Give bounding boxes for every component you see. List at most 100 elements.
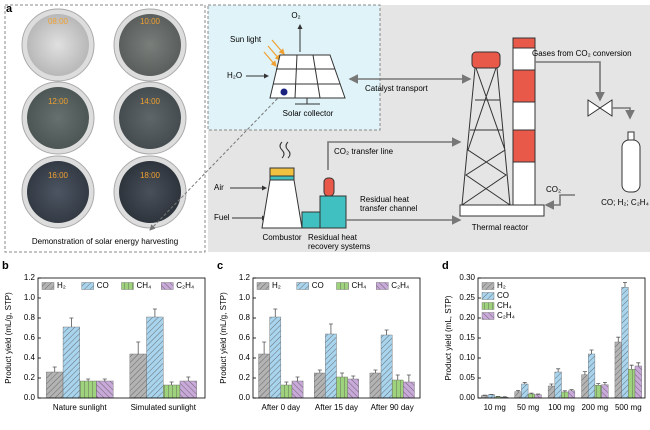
bar — [601, 384, 609, 399]
sun-light: Sun light — [230, 35, 262, 44]
error-bar — [522, 382, 527, 384]
error-bar — [152, 308, 157, 317]
legend-label: CO — [497, 291, 509, 300]
error-bar — [102, 378, 107, 381]
bar — [391, 379, 404, 399]
co2-arrow — [544, 194, 575, 210]
panel-label: c — [217, 260, 223, 272]
x-tick-label: 100 mg — [548, 403, 575, 412]
legend-label: H₂ — [57, 281, 66, 290]
combustor-shape — [261, 141, 347, 229]
x-tick-label: 500 mg — [615, 403, 642, 412]
legend-label: H₂ — [272, 281, 281, 290]
error-bar — [52, 366, 57, 372]
solar-box — [207, 4, 381, 131]
bar — [634, 365, 642, 399]
panel-label: d — [442, 260, 449, 272]
x-tick-label: After 90 day — [371, 403, 414, 412]
bar — [146, 316, 164, 399]
dishes — [21, 8, 187, 229]
legend-swatch — [121, 282, 134, 290]
plot-frame — [252, 277, 421, 399]
legend-swatch — [481, 312, 495, 320]
recovery-line: recovery systems — [308, 242, 370, 251]
channel-line: Residual heat — [360, 195, 410, 204]
error-bar — [284, 381, 289, 385]
co2-line: CO₂ transfer line — [334, 147, 394, 156]
bar — [594, 385, 602, 399]
combustor: Combustor — [262, 233, 301, 242]
x-tick-label: 200 mg — [582, 403, 609, 412]
dish-time: 10:00 — [140, 17, 161, 26]
error-bar — [529, 392, 534, 394]
error-bar — [516, 390, 521, 392]
y-tick-label: 0.4 — [24, 353, 36, 362]
legend-label: CO — [312, 281, 324, 290]
y-tick-label: 0.8 — [24, 313, 36, 322]
bar — [380, 334, 393, 399]
error-bar — [351, 375, 356, 379]
x-tick-label: 50 mg — [517, 403, 539, 412]
tower — [459, 37, 545, 217]
legend-swatch — [336, 282, 349, 290]
plot-frame — [477, 277, 646, 399]
h2o: H₂O — [227, 71, 242, 80]
bar — [280, 384, 293, 399]
dish-time: 18:00 — [140, 171, 161, 180]
legend-swatch — [81, 282, 94, 290]
legend-label: CH₄ — [352, 281, 367, 290]
bar — [369, 372, 382, 399]
air: Air — [214, 183, 224, 192]
error-bar — [273, 308, 278, 317]
bar — [487, 394, 495, 399]
bar — [314, 372, 326, 399]
bar — [403, 381, 415, 399]
bar — [581, 374, 589, 399]
dish-time: 08:00 — [48, 17, 69, 26]
bar — [554, 371, 562, 399]
error-bar — [616, 336, 621, 342]
plot-frame — [37, 277, 206, 399]
bar — [521, 383, 529, 399]
error-bar — [582, 371, 587, 375]
error-bar — [602, 382, 607, 385]
legend-swatch — [41, 282, 55, 290]
bar — [325, 333, 337, 399]
error-bar — [317, 369, 322, 373]
bar — [336, 376, 348, 399]
x-tick-label: Simulated sunlight — [131, 403, 197, 412]
dish-time: 14:00 — [140, 97, 161, 106]
y-tick-label: 0.2 — [239, 373, 251, 382]
bar — [614, 341, 622, 399]
bar — [291, 380, 304, 399]
error-bar — [562, 390, 567, 392]
dish-time: 12:00 — [48, 97, 69, 106]
error-bar — [86, 378, 91, 381]
bar — [179, 380, 197, 399]
bar — [534, 394, 542, 399]
error-bar — [328, 323, 333, 334]
legend-swatch — [256, 282, 270, 290]
legend-swatch — [296, 282, 309, 290]
panel-label: b — [2, 260, 9, 272]
bar — [269, 316, 282, 399]
error-bar — [169, 381, 174, 385]
x-tick-label: 10 mg — [484, 403, 506, 412]
bar — [628, 369, 636, 399]
o2: O₂ — [291, 11, 300, 20]
thermal-reactor: Thermal reactor — [472, 223, 529, 232]
caption: Demonstration of solar energy harvesting — [32, 237, 178, 246]
y-axis-label: Product yield (mL/g, STP) — [4, 292, 13, 384]
legend-label: C₂H₄ — [391, 281, 409, 290]
bar — [588, 353, 596, 399]
error-bar — [395, 374, 400, 380]
x-tick-label: After 15 day — [315, 403, 358, 412]
error-bar — [340, 372, 345, 377]
legend-swatch — [376, 282, 389, 290]
y-tick-label: 0.10 — [459, 353, 475, 362]
bar — [514, 391, 522, 399]
y-tick-label: 1.0 — [239, 293, 251, 302]
y-tick-label: 1.2 — [239, 273, 251, 282]
y-tick-label: 1.2 — [24, 273, 36, 282]
